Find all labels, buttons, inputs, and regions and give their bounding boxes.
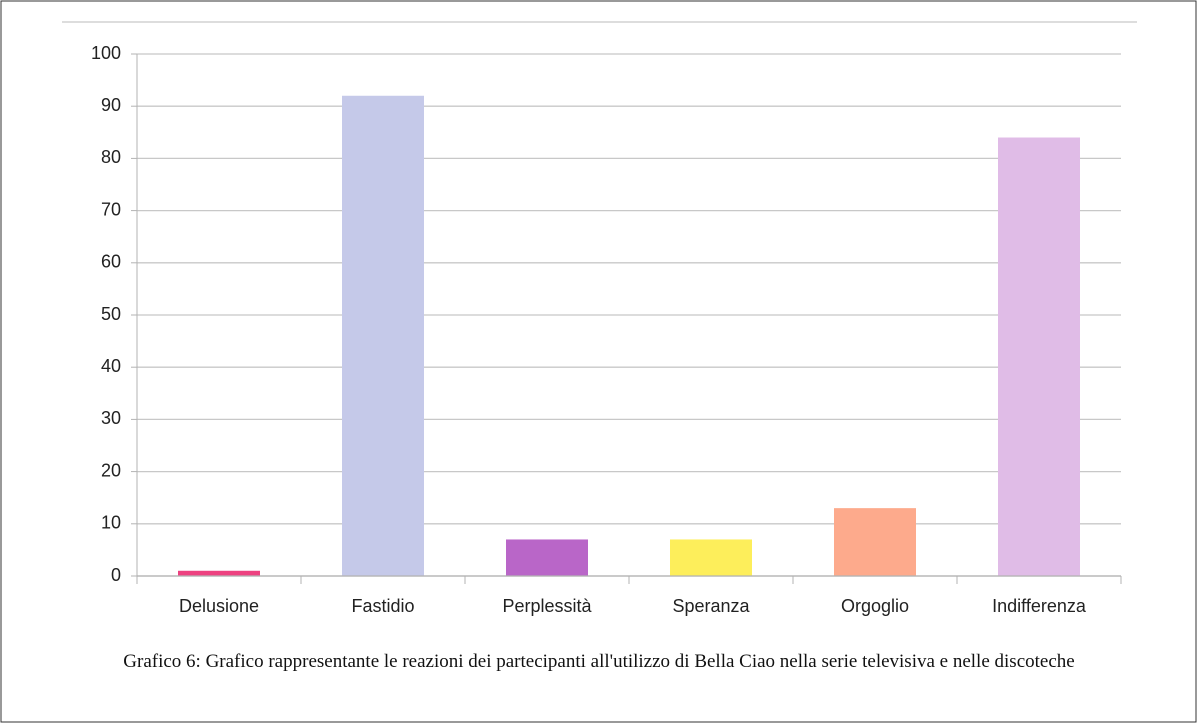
- x-tick-label: Orgoglio: [841, 596, 909, 616]
- y-tick-label: 40: [101, 356, 121, 376]
- y-tick-label: 0: [111, 565, 121, 585]
- bar: [506, 539, 588, 576]
- y-tick-label: 100: [91, 43, 121, 63]
- y-tick-label: 90: [101, 95, 121, 115]
- y-tick-label: 10: [101, 513, 121, 533]
- bar: [998, 137, 1080, 576]
- y-tick-label: 70: [101, 199, 121, 219]
- x-tick-label: Fastidio: [351, 596, 414, 616]
- x-tick-label: Indifferenza: [992, 596, 1087, 616]
- x-tick-label: Delusione: [179, 596, 259, 616]
- x-tick-label: Speranza: [672, 596, 750, 616]
- x-tick-label: Perplessità: [502, 596, 592, 616]
- bar: [342, 95, 424, 576]
- bar: [834, 508, 916, 576]
- bar: [670, 539, 752, 576]
- y-tick-label: 20: [101, 460, 121, 480]
- caption: Grafico 6: Grafico rappresentante le rea…: [123, 651, 1075, 672]
- y-tick-label: 80: [101, 147, 121, 167]
- y-tick-label: 50: [101, 304, 121, 324]
- y-tick-label: 60: [101, 252, 121, 272]
- bar: [178, 570, 260, 576]
- y-tick-label: 30: [101, 408, 121, 428]
